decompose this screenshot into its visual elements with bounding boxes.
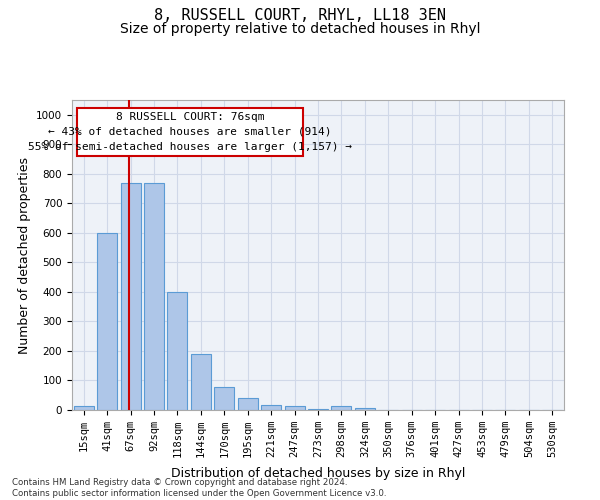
Bar — [331, 406, 352, 410]
Bar — [238, 398, 257, 410]
Bar — [284, 406, 305, 410]
Text: 8, RUSSELL COURT, RHYL, LL18 3EN: 8, RUSSELL COURT, RHYL, LL18 3EN — [154, 8, 446, 22]
Text: Size of property relative to detached houses in Rhyl: Size of property relative to detached ho… — [120, 22, 480, 36]
Text: Distribution of detached houses by size in Rhyl: Distribution of detached houses by size … — [171, 467, 465, 480]
Bar — [261, 404, 281, 410]
Bar — [74, 406, 94, 410]
Bar — [97, 233, 117, 410]
Bar — [308, 408, 328, 410]
Text: Contains HM Land Registry data © Crown copyright and database right 2024.
Contai: Contains HM Land Registry data © Crown c… — [12, 478, 386, 498]
Bar — [144, 182, 164, 410]
Bar — [214, 387, 234, 410]
Bar — [191, 354, 211, 410]
Text: 8 RUSSELL COURT: 76sqm
← 43% of detached houses are smaller (914)
55% of semi-de: 8 RUSSELL COURT: 76sqm ← 43% of detached… — [28, 112, 352, 152]
Y-axis label: Number of detached properties: Number of detached properties — [17, 156, 31, 354]
Bar — [167, 292, 187, 410]
FancyBboxPatch shape — [77, 108, 303, 156]
Bar — [355, 408, 375, 410]
Bar — [121, 182, 140, 410]
